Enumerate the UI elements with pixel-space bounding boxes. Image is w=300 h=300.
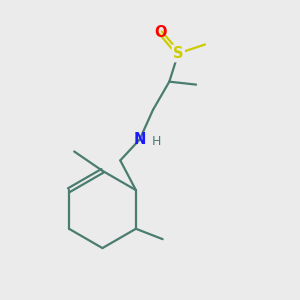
Text: N: N bbox=[134, 132, 146, 147]
Text: O: O bbox=[154, 25, 167, 40]
Text: S: S bbox=[173, 46, 184, 61]
Text: H: H bbox=[151, 136, 160, 148]
